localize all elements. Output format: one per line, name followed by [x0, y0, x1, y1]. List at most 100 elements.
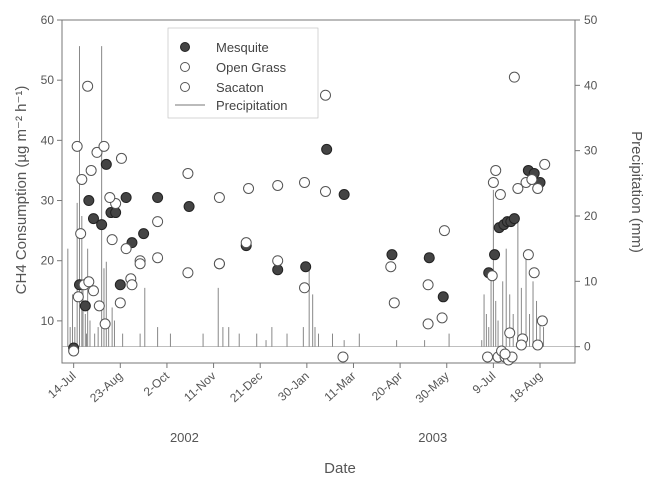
- point-sacaton: [182, 167, 194, 179]
- point-mesquite: [423, 252, 435, 264]
- x-tick-label: 30-Jan: [275, 369, 312, 404]
- point-open-grass: [87, 285, 99, 297]
- x-tick-label: 14-Jul: [45, 369, 79, 401]
- x-tick-label: 18-Aug: [507, 369, 545, 405]
- point-sacaton: [126, 279, 138, 291]
- point-mesquite: [110, 207, 122, 219]
- point-sacaton: [494, 189, 506, 201]
- point-sacaton: [319, 89, 331, 101]
- y-left-tick-label: 10: [41, 314, 55, 328]
- point-open-grass: [182, 267, 194, 279]
- point-sacaton: [508, 71, 520, 83]
- point-mesquite: [83, 195, 95, 207]
- point-mesquite: [508, 213, 520, 225]
- point-open-grass: [72, 291, 84, 303]
- point-sacaton: [213, 192, 225, 204]
- point-open-grass: [213, 258, 225, 270]
- x-tick-label: 11-Nov: [181, 369, 218, 405]
- point-open-grass: [512, 182, 524, 194]
- point-open-grass: [114, 297, 126, 309]
- point-mesquite: [138, 228, 150, 240]
- y-right-tick-label: 40: [584, 78, 598, 92]
- point-open-grass: [532, 339, 544, 351]
- point-mesquite: [300, 261, 312, 273]
- legend-marker-open-grass: [180, 62, 190, 72]
- point-sacaton: [526, 173, 538, 185]
- legend-label-precipitation: Precipitation: [216, 98, 288, 113]
- point-open-grass: [522, 249, 534, 261]
- point-sacaton: [486, 270, 498, 282]
- point-open-grass: [75, 228, 87, 240]
- point-open-grass: [68, 345, 80, 357]
- point-open-grass: [106, 234, 118, 246]
- x-tick-label: 21-Dec: [227, 369, 265, 405]
- year-label: 2003: [418, 430, 447, 445]
- point-open-grass: [528, 267, 540, 279]
- y-right-tick-label: 20: [584, 209, 598, 223]
- point-mesquite: [87, 213, 99, 225]
- plot-area: [61, 19, 576, 364]
- point-sacaton: [71, 140, 83, 152]
- point-sacaton: [104, 192, 116, 204]
- point-sacaton: [299, 176, 311, 188]
- point-sacaton: [499, 348, 511, 360]
- point-sacaton: [515, 339, 527, 351]
- point-mesquite: [321, 143, 333, 155]
- point-open-grass: [385, 261, 397, 273]
- point-open-grass: [83, 276, 95, 288]
- y-right-tick-label: 50: [584, 13, 598, 27]
- point-sacaton: [115, 152, 127, 164]
- point-sacaton: [388, 297, 400, 309]
- point-sacaton: [490, 164, 502, 176]
- point-open-grass: [319, 186, 331, 197]
- point-open-grass: [482, 351, 494, 363]
- y-axis-left-title: CH4 Consumption (µg m⁻² h⁻¹): [13, 86, 30, 295]
- x-axis-title: Date: [324, 460, 356, 477]
- point-mesquite: [489, 249, 501, 261]
- point-mesquite: [183, 201, 195, 213]
- point-sacaton: [134, 258, 146, 270]
- point-open-grass: [152, 252, 164, 264]
- legend-box: [167, 27, 319, 119]
- point-sacaton: [438, 225, 450, 237]
- point-mesquite: [120, 192, 132, 204]
- year-label: 2002: [170, 430, 199, 445]
- point-open-grass: [99, 318, 111, 330]
- x-tick-label: 2-Oct: [141, 368, 173, 398]
- points-layer: [68, 71, 551, 366]
- point-sacaton: [422, 279, 434, 291]
- legend-marker-sacaton: [180, 82, 190, 92]
- y-left-tick-label: 20: [41, 254, 55, 268]
- point-sacaton: [243, 182, 255, 194]
- point-mesquite: [437, 291, 449, 303]
- point-open-grass: [93, 300, 105, 312]
- y-right-tick-label: 10: [584, 274, 598, 288]
- point-mesquite: [79, 300, 91, 312]
- y-left-tick-label: 40: [41, 133, 55, 147]
- x-tick-label: 11-Mar: [322, 369, 359, 404]
- x-tick-label: 20-Apr: [369, 369, 405, 404]
- point-mesquite: [338, 189, 350, 201]
- point-sacaton: [91, 146, 103, 158]
- y-right-tick-label: 30: [584, 144, 598, 158]
- y-left-tick-label: 60: [41, 13, 55, 27]
- point-open-grass: [436, 312, 448, 324]
- point-sacaton: [504, 327, 516, 339]
- point-sacaton: [539, 158, 551, 170]
- point-open-grass: [240, 237, 252, 249]
- legend: Mesquite Open Grass Sacaton Precipitatio…: [167, 27, 319, 119]
- legend-label-mesquite: Mesquite: [216, 40, 269, 55]
- point-mesquite: [114, 279, 126, 291]
- point-mesquite: [96, 219, 108, 231]
- x-tick-label: 23-Aug: [87, 369, 125, 405]
- point-sacaton: [76, 173, 88, 185]
- point-sacaton: [98, 140, 110, 152]
- point-sacaton: [272, 179, 284, 191]
- y-right-tick-label: 0: [584, 340, 591, 354]
- point-sacaton: [82, 80, 94, 92]
- point-mesquite: [100, 158, 112, 170]
- point-open-grass: [337, 351, 349, 363]
- y-left-tick-label: 50: [41, 73, 55, 87]
- point-open-grass: [299, 282, 311, 294]
